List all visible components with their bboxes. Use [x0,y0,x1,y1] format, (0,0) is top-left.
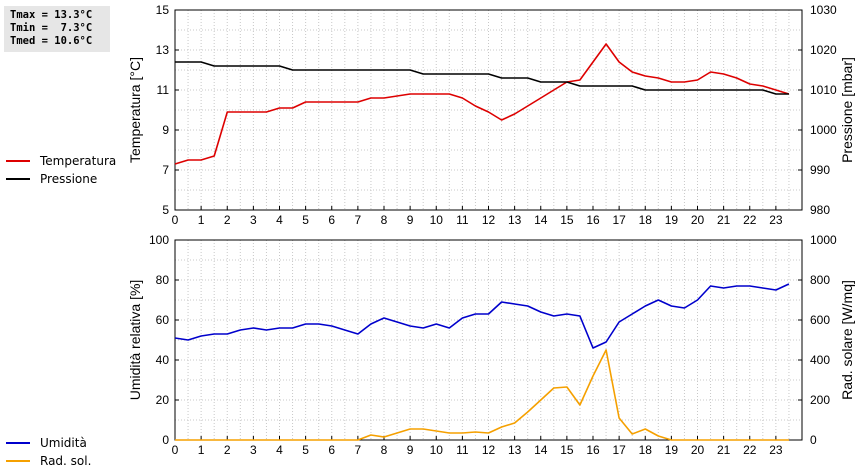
y2-tick-label: 400 [810,353,830,367]
x-tick-label: 1 [198,443,205,457]
y2-tick-label: 1000 [810,233,837,247]
x-tick-label: 16 [586,213,600,227]
x-tick-label: 21 [717,213,731,227]
legend-swatch-radsol [6,460,30,462]
y-tick-label: 5 [162,203,169,217]
x-tick-label: 14 [534,213,548,227]
x-tick-label: 23 [769,443,783,457]
x-tick-label: 18 [639,443,653,457]
y-axis-label: Umidità relativa [%] [127,280,143,401]
y-tick-label: 0 [162,433,169,447]
y2-tick-label: 1000 [810,123,837,137]
x-tick-label: 11 [456,443,469,457]
y2-tick-label: 1030 [810,3,837,17]
x-tick-label: 22 [743,213,757,227]
x-tick-label: 6 [328,443,335,457]
x-tick-label: 22 [743,443,757,457]
x-tick-label: 13 [508,443,522,457]
legend-swatch-umidita [6,442,30,444]
y-tick-label: 100 [149,233,169,247]
x-tick-label: 10 [430,213,444,227]
x-tick-label: 14 [534,443,548,457]
y2-tick-label: 0 [810,433,817,447]
y2-tick-label: 990 [810,163,830,177]
x-tick-label: 13 [508,213,522,227]
x-tick-label: 2 [224,213,231,227]
y-axis-label: Temperatura [°C] [127,57,143,163]
x-tick-label: 17 [612,213,626,227]
x-tick-label: 18 [639,213,653,227]
stat-tmed: Tmed = 10.6°C [10,35,93,47]
x-tick-label: 15 [560,213,574,227]
x-tick-label: 19 [665,443,679,457]
legend-label-pressione: Pressione [40,172,98,186]
x-tick-label: 20 [691,443,705,457]
series-line-rad-sol- [175,349,789,441]
x-tick-label: 8 [381,213,388,227]
y-tick-label: 40 [156,353,170,367]
y-tick-label: 13 [156,43,170,57]
x-tick-label: 5 [302,213,309,227]
charts-canvas: 0 1 2 3 4 5 6 7 8 9 10 11 12 13 14 15 16 17 18 19 20 21 22 2357… [127,3,855,457]
x-tick-label: 6 [328,213,335,227]
y2-tick-label: 200 [810,393,830,407]
series-line-pressione [175,61,789,95]
y-tick-label: 7 [162,163,169,177]
series-line-temperatura [174,43,790,165]
x-tick-label: 8 [381,443,388,457]
legend-label-temperatura: Temperatura [40,154,117,168]
x-tick-label: 0 [172,443,179,457]
x-tick-label: 4 [276,443,283,457]
y2-tick-label: 1010 [810,83,837,97]
y2-tick-label: 980 [810,203,830,217]
stat-tmax: Tmax = 13.3°C [10,9,93,21]
y2-tick-label: 600 [810,313,830,327]
legend-swatch-temperatura [6,160,30,162]
x-tick-label: 3 [250,443,257,457]
y-tick-label: 60 [156,313,170,327]
y-tick-label: 15 [156,3,170,17]
y-tick-label: 80 [156,273,170,287]
x-tick-label: 15 [560,443,574,457]
x-tick-label: 21 [717,443,731,457]
stat-tmin: Tmin = 7.3°C [10,22,93,34]
y2-tick-label: 1020 [810,43,837,57]
chart-panel-1: 0 1 2 3 4 5 6 7 8 9 10 11 12 13 14 15 16 17 18 19 20 21 22 2357… [127,3,855,227]
x-tick-label: 3 [250,213,257,227]
x-tick-label: 0 [172,213,179,227]
x-tick-label: 23 [769,213,783,227]
x-tick-label: 7 [355,443,362,457]
legend-swatch-pressione [6,178,30,180]
stats-box: Tmax = 13.3°C Tmin = 7.3°C Tmed = 10.6°C [4,6,110,52]
x-tick-label: 17 [612,443,626,457]
x-tick-label: 1 [198,213,205,227]
y-tick-label: 20 [156,393,170,407]
x-tick-label: 12 [482,213,496,227]
x-tick-label: 7 [355,213,362,227]
x-tick-label: 9 [407,213,414,227]
x-tick-label: 9 [407,443,414,457]
x-tick-label: 12 [482,443,496,457]
y2-axis-label: Rad. solare [W/mq] [839,280,855,400]
y-tick-label: 9 [162,123,169,137]
series-line-umidit- [174,283,790,349]
x-tick-label: 16 [586,443,600,457]
y2-tick-label: 800 [810,273,830,287]
x-tick-label: 4 [276,213,283,227]
x-tick-label: 19 [665,213,679,227]
legend-label-umidita: Umidità [40,436,87,450]
chart-panel-2: 0 1 2 3 4 5 6 7 8 9 10 11 12 13 14 15 16 17 18 19 20 21 22 2302… [127,233,855,457]
y-tick-label: 11 [157,83,170,97]
x-tick-label: 10 [430,443,444,457]
y2-axis-label: Pressione [mbar] [839,57,855,163]
x-tick-label: 20 [691,213,705,227]
x-tick-label: 5 [302,443,309,457]
x-tick-label: 2 [224,443,231,457]
x-tick-label: 11 [456,213,469,227]
